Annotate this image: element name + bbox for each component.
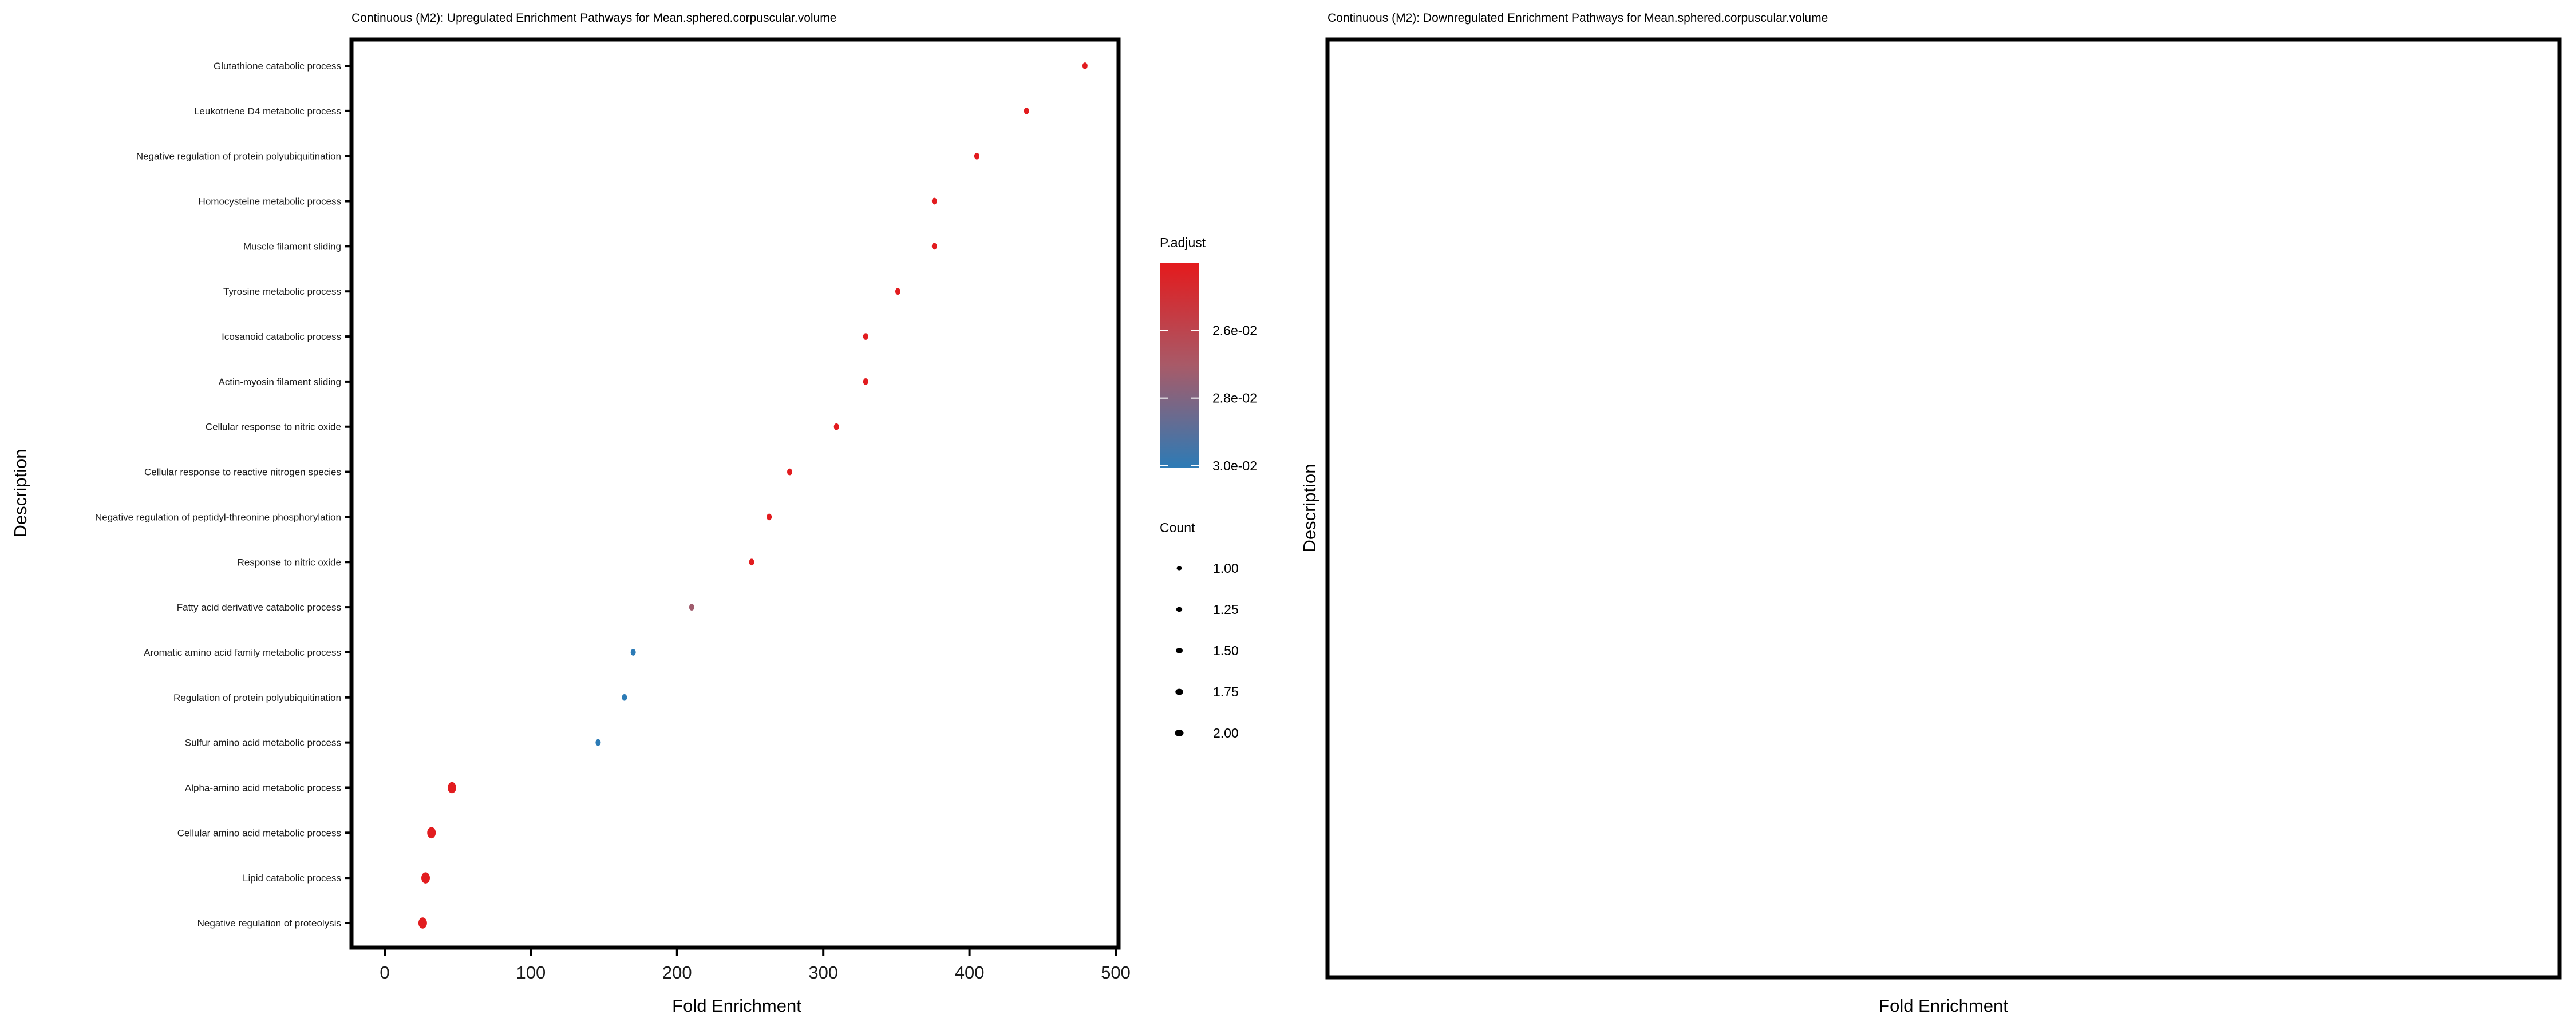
y-tick-label: Icosanoid catabolic process	[222, 331, 341, 342]
x-tick-label: 300	[808, 962, 838, 983]
size-legend-label: 1.00	[1213, 561, 1239, 576]
upregulated-plot: Glutathione catabolic process Leukotriene…	[95, 61, 1131, 983]
y-tick-label: Response to nitric oxide	[238, 557, 341, 568]
data-point	[418, 917, 427, 929]
colorbar-tick-label: 2.8e-02	[1212, 391, 1257, 406]
data-point	[689, 604, 694, 611]
y-tick-label: Cellular response to nitric oxide	[206, 422, 341, 433]
data-point	[630, 649, 636, 656]
data-point	[787, 468, 792, 476]
x-tick-label: 100	[516, 962, 546, 983]
y-tick-label: Lipid catabolic process	[243, 873, 341, 884]
data-point	[421, 872, 430, 884]
right-chart-title: Continuous (M2): Downregulated Enrichmen…	[1327, 11, 1828, 25]
size-legend-dot	[1175, 688, 1183, 695]
data-point	[833, 423, 839, 430]
y-tick-label: Homocysteine metabolic process	[199, 196, 341, 207]
size-legend-dot	[1176, 607, 1183, 612]
y-tick-label: Cellular response to reactive nitrogen s…	[144, 467, 341, 478]
right-x-axis-title: Fold Enrichment	[1879, 996, 2008, 1016]
data-point	[895, 288, 900, 295]
x-tick-label: 500	[1101, 962, 1131, 983]
size-legend-label: 1.50	[1213, 643, 1239, 658]
data-point	[447, 782, 456, 794]
left-y-axis-title: Description	[10, 449, 30, 537]
count-legend-title: Count	[1160, 520, 1195, 535]
colorbar-tick-label: 3.0e-02	[1212, 458, 1257, 473]
size-legend-label: 1.75	[1213, 684, 1239, 699]
data-point	[931, 243, 937, 250]
y-tick-label: Tyrosine metabolic process	[223, 286, 341, 297]
y-tick-label: Actin-myosin filament sliding	[219, 377, 341, 387]
y-tick-label: Cellular amino acid metabolic process	[177, 827, 341, 838]
y-tick-label: Leukotriene D4 metabolic process	[194, 106, 341, 117]
y-tick-label: Negative regulation of proteolysis	[197, 918, 341, 929]
count-legend-items: 1.00 1.25 1.50 1.75 2.00	[1175, 561, 1239, 740]
x-tick-label: 0	[380, 962, 389, 983]
x-tick-label: 200	[662, 962, 692, 983]
colorbar-tick-label: 2.6e-02	[1212, 323, 1257, 338]
y-tick-label: Sulfur amino acid metabolic process	[185, 738, 341, 748]
left-chart-title: Continuous (M2): Upregulated Enrichment …	[351, 11, 836, 25]
y-tick-label: Negative regulation of protein polyubiqu…	[136, 151, 341, 162]
data-point	[749, 558, 754, 566]
size-legend-dot	[1176, 566, 1182, 571]
size-legend-label: 1.25	[1213, 602, 1239, 617]
size-legend-dot	[1176, 648, 1183, 653]
data-point	[863, 378, 868, 385]
data-point	[1024, 107, 1029, 114]
right-plot-panel	[1325, 37, 2562, 980]
data-point	[767, 513, 772, 521]
data-point	[931, 197, 937, 205]
x-tick-label: 400	[955, 962, 985, 983]
padjust-legend-title: P.adjust	[1160, 235, 1206, 250]
data-point	[595, 739, 601, 746]
y-tick-label: Regulation of protein polyubiquitination	[173, 692, 341, 703]
data-point	[622, 694, 627, 701]
padjust-legend-ticks: 2.6e-02 2.8e-02 3.0e-02	[1160, 323, 1257, 473]
y-tick-label: Glutathione catabolic process	[214, 61, 341, 72]
y-tick-label: Aromatic amino acid family metabolic pro…	[144, 647, 341, 658]
y-tick-label: Negative regulation of peptidyl-threonin…	[95, 512, 341, 522]
size-legend-label: 2.00	[1213, 726, 1239, 740]
y-tick-label: Muscle filament sliding	[243, 241, 341, 252]
data-point	[1082, 62, 1088, 69]
padjust-colorbar	[1160, 263, 1199, 468]
data-point	[427, 827, 436, 839]
left-x-axis-title: Fold Enrichment	[672, 996, 801, 1016]
size-legend-dot	[1175, 730, 1184, 736]
y-tick-label: Fatty acid derivative catabolic process	[177, 602, 341, 613]
data-point	[863, 333, 868, 340]
right-y-axis-title: Description	[1299, 464, 1319, 552]
left-plot-panel	[349, 37, 1121, 950]
y-tick-label: Alpha-amino acid metabolic process	[185, 782, 341, 793]
data-point	[974, 152, 979, 160]
